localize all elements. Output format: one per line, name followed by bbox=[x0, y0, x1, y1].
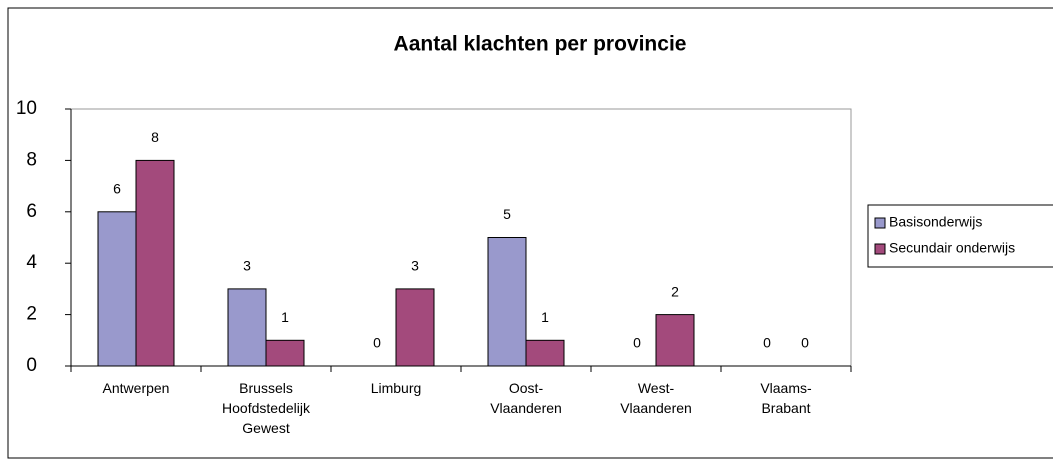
y-tick-label: 10 bbox=[16, 98, 37, 119]
value-label: 3 bbox=[411, 258, 419, 274]
legend-swatch bbox=[874, 217, 886, 229]
x-tick-label: Vlaams-Brabant bbox=[760, 380, 812, 416]
x-tick-label: Antwerpen bbox=[102, 380, 170, 396]
bar bbox=[525, 339, 565, 367]
y-tick-label: 2 bbox=[26, 304, 37, 325]
value-label: 6 bbox=[113, 181, 121, 197]
y-tick-label: 0 bbox=[26, 355, 37, 376]
value-label: 0 bbox=[373, 335, 381, 351]
legend-box bbox=[867, 204, 1053, 268]
value-label: 8 bbox=[151, 129, 159, 145]
x-tick-label: Limburg bbox=[370, 380, 422, 396]
y-tick-label: 4 bbox=[26, 252, 37, 273]
bar bbox=[487, 237, 527, 367]
value-label: 2 bbox=[671, 283, 679, 299]
plot-area bbox=[70, 108, 852, 367]
bar bbox=[655, 314, 695, 367]
value-label: 1 bbox=[541, 309, 549, 325]
bar bbox=[395, 288, 435, 367]
legend-label: Secundair onderwijs bbox=[889, 240, 1015, 256]
value-label: 3 bbox=[243, 258, 251, 274]
x-tick-label: Oost-Vlaanderen bbox=[490, 380, 562, 416]
y-tick-label: 6 bbox=[26, 201, 37, 222]
bar bbox=[265, 339, 305, 367]
bar bbox=[135, 159, 175, 367]
x-tick-label: Brussels Hoofdstedelijk Gewest bbox=[222, 380, 310, 436]
chart-title: Aantal klachten per provincie bbox=[394, 33, 687, 56]
y-tick-label: 8 bbox=[26, 149, 37, 170]
legend-label: Basisonderwijs bbox=[889, 214, 982, 230]
legend-swatch bbox=[874, 243, 886, 255]
x-tick-label: West-Vlaanderen bbox=[620, 380, 692, 416]
value-label: 0 bbox=[763, 335, 771, 351]
value-label: 0 bbox=[801, 335, 809, 351]
value-label: 0 bbox=[633, 335, 641, 351]
bar bbox=[97, 211, 137, 367]
bar bbox=[227, 288, 267, 367]
value-label: 5 bbox=[503, 206, 511, 222]
value-label: 1 bbox=[281, 309, 289, 325]
